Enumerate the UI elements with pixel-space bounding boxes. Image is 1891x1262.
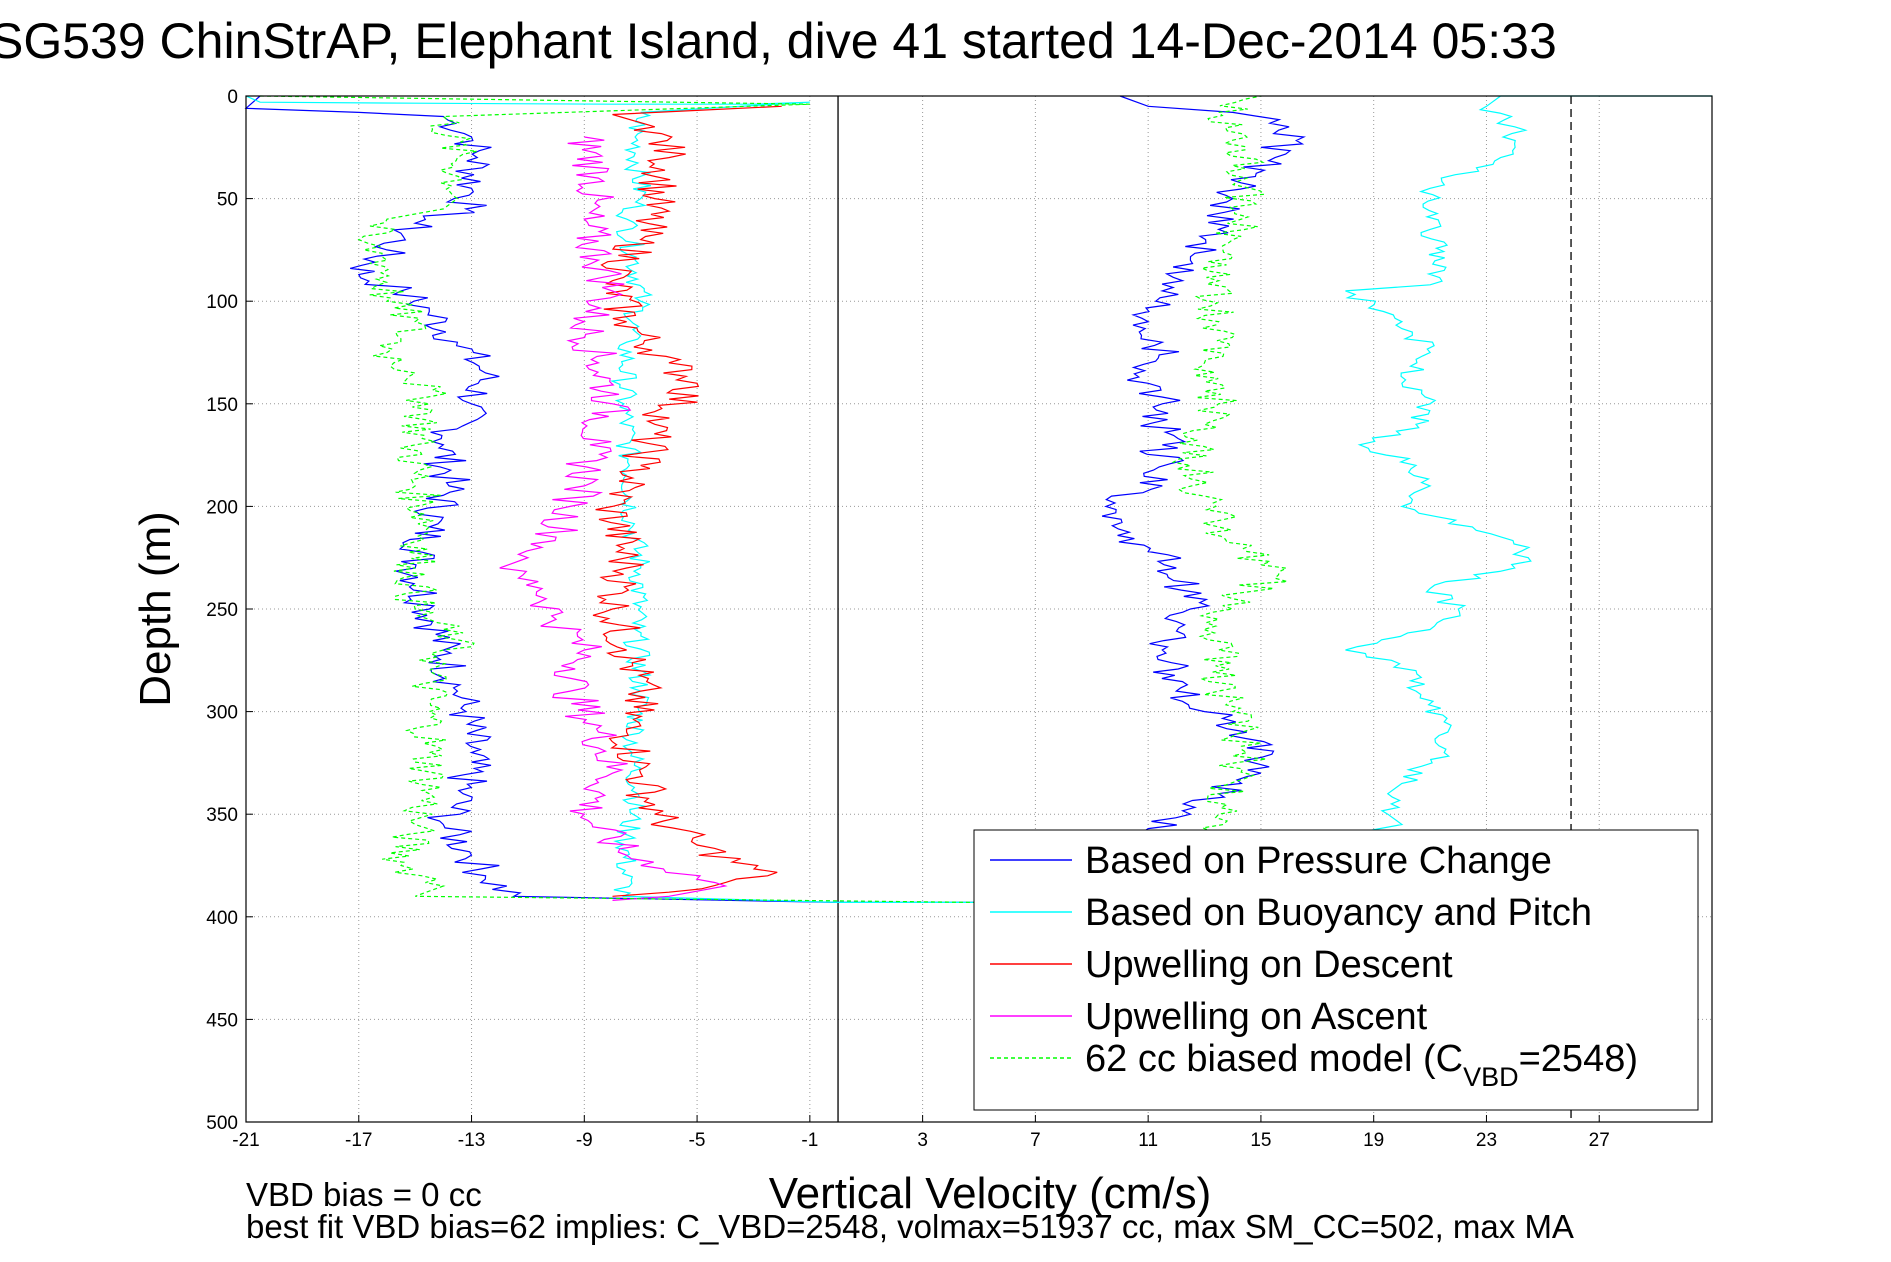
x-tick-label: -17	[345, 1130, 372, 1151]
x-axis-label: Vertical Velocity (cm/s)	[769, 1169, 1212, 1218]
x-tick-label: 11	[1138, 1130, 1158, 1151]
x-axis-ticks: -21 -17 -13 -9 -5 -1 3 7 11 15 19 23 27	[232, 1115, 1610, 1151]
annotation-vbd-bias: VBD bias = 0 cc	[246, 1176, 482, 1213]
x-tick-label: -9	[576, 1130, 593, 1151]
y-tick-label: 150	[206, 395, 238, 416]
x-tick-label: -21	[232, 1130, 259, 1151]
y-tick-label: 50	[217, 190, 238, 211]
annotation-best-fit: best fit VBD bias=62 implies: C_VBD=2548…	[246, 1208, 1574, 1245]
y-tick-label: 500	[206, 1113, 238, 1134]
legend-label: Upwelling on Ascent	[1085, 996, 1428, 1038]
y-axis-label: Depth (m)	[131, 511, 180, 707]
y-tick-label: 100	[206, 292, 238, 313]
legend-label: Based on Pressure Change	[1085, 840, 1552, 882]
y-tick-label: 350	[206, 805, 238, 826]
y-tick-label: 200	[206, 497, 238, 518]
legend-box	[973, 829, 1699, 1111]
legend-label: Based on Buoyancy and Pitch	[1085, 892, 1592, 934]
x-tick-label: 7	[1030, 1130, 1041, 1151]
chart-title: SG539 ChinStrAP, Elephant Island, dive 4…	[0, 13, 1557, 69]
x-tick-label: 15	[1250, 1130, 1271, 1151]
legend-label: Upwelling on Descent	[1085, 944, 1453, 986]
x-tick-label: 27	[1589, 1130, 1610, 1151]
series-line	[245, 95, 1712, 903]
legend: Based on Pressure Change Based on Buoyanc…	[973, 829, 1699, 1111]
reference-lines	[837, 96, 1572, 1122]
x-tick-label: 3	[917, 1130, 928, 1151]
series-line	[592, 105, 782, 897]
series-line	[260, 95, 1289, 904]
x-tick-label: -5	[689, 1130, 706, 1151]
x-tick-label: -13	[458, 1130, 485, 1151]
y-tick-label: 450	[206, 1010, 238, 1031]
y-tick-label: 250	[206, 600, 238, 621]
y-axis-ticks: 0 50 100 150 200 250 300 350 400 450 500	[206, 87, 253, 1134]
x-tick-label: -1	[801, 1130, 818, 1151]
y-tick-label: 300	[206, 703, 238, 724]
x-tick-label: 23	[1476, 1130, 1497, 1151]
y-tick-label: 400	[206, 908, 238, 929]
series-group	[244, 95, 1712, 904]
series-line	[499, 136, 728, 901]
x-tick-label: 19	[1363, 1130, 1384, 1151]
y-tick-label: 0	[227, 87, 238, 108]
